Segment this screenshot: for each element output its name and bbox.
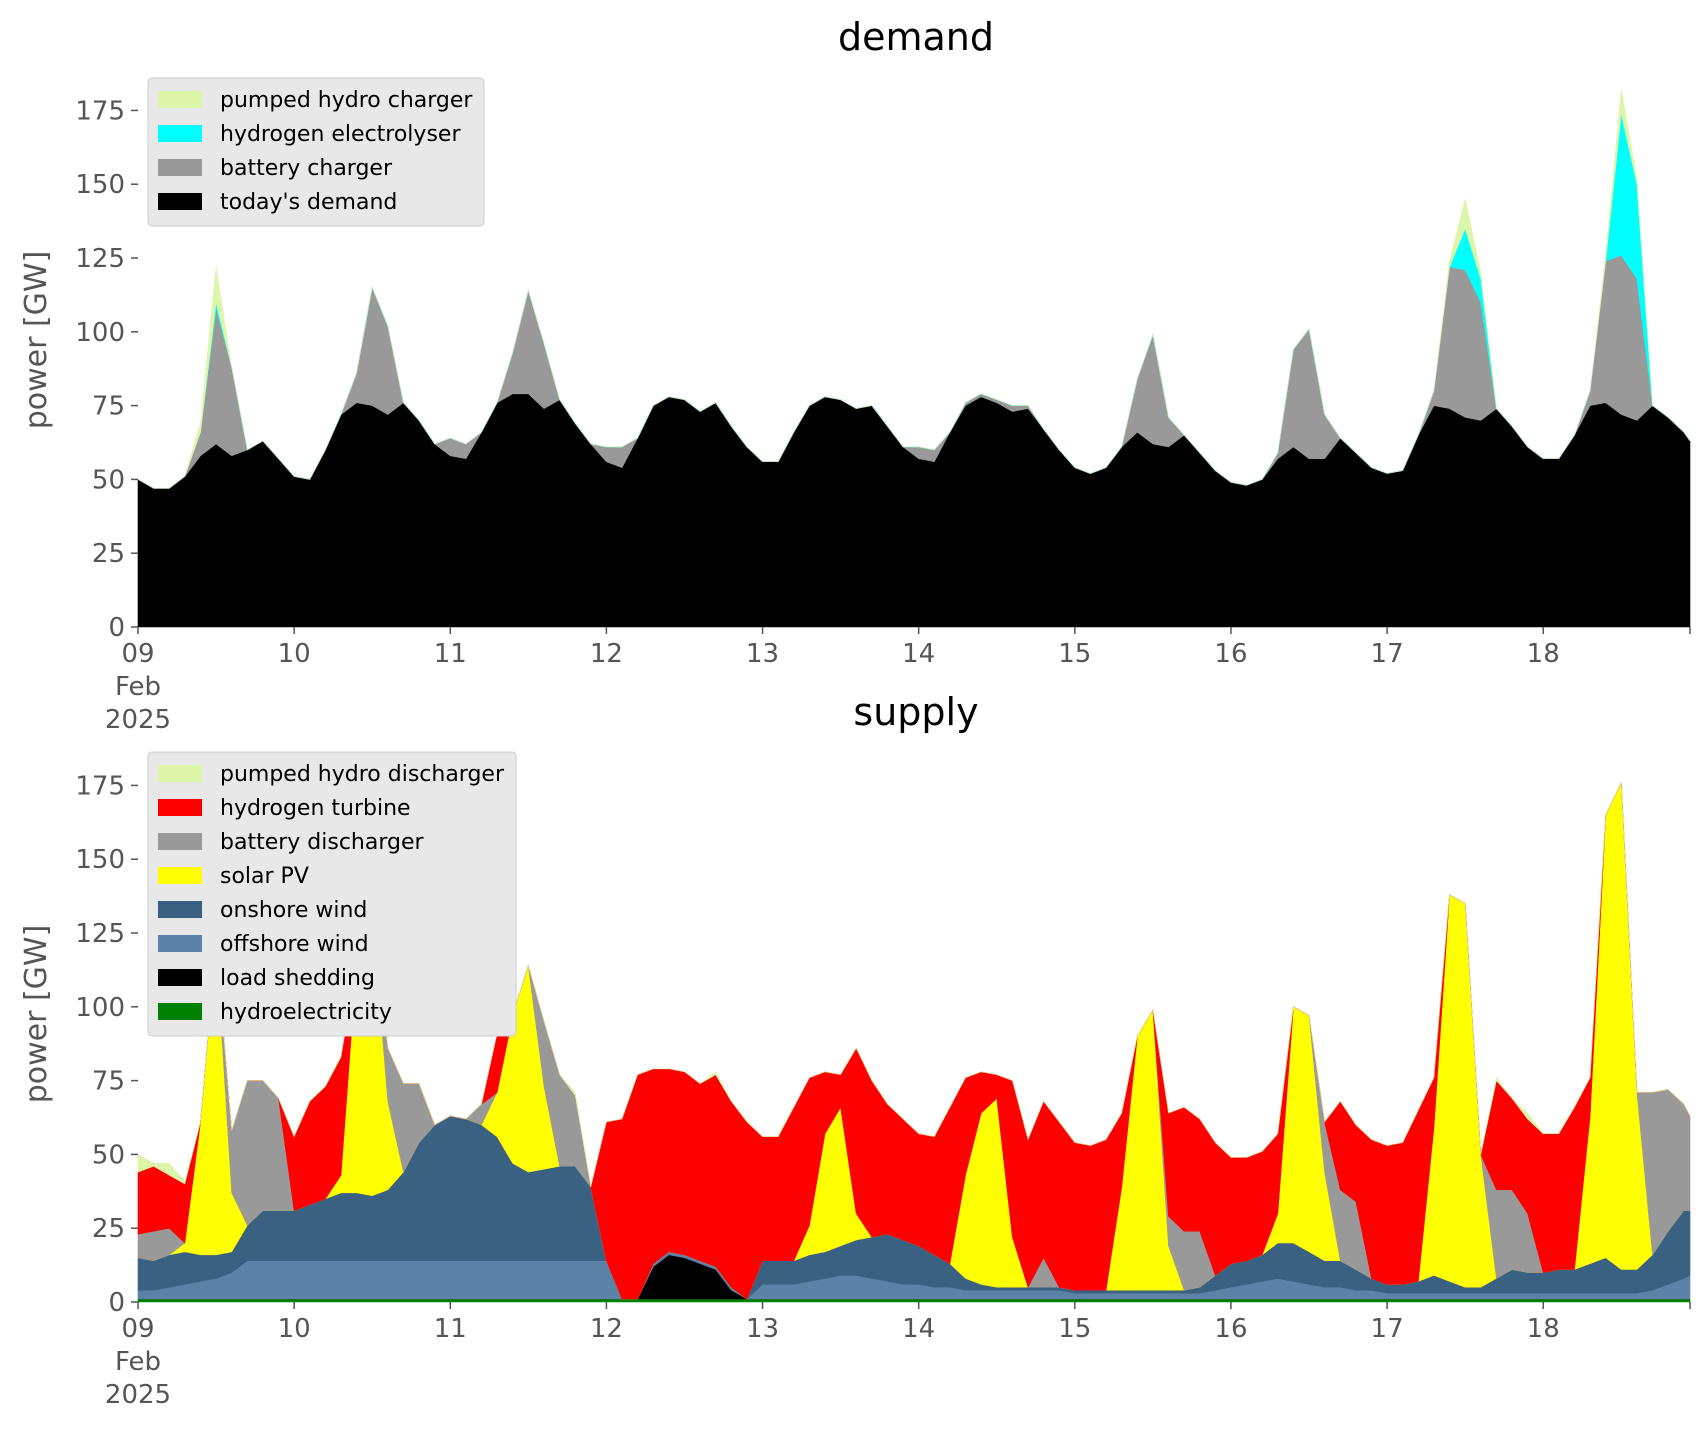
legend-swatch-today-s-demand [158,193,202,210]
x-tick-label: 09 [121,639,154,669]
x-tick-label: 2025 [105,705,171,735]
area-pumped-hydro-discharger [137,782,1691,1187]
x-tick-label: 14 [902,639,935,669]
legend-swatch-onshore-wind [158,901,202,918]
x-tick-label: Feb [115,672,161,702]
x-tick-label: 16 [1214,1314,1247,1344]
legend-swatch-battery-charger [158,159,202,176]
x-tick-label: 13 [746,1314,779,1344]
y-tick-label: 100 [75,318,125,348]
y-tick-label: 50 [92,465,125,495]
area-hydroelectricity [137,1298,1691,1303]
legend-frame [147,751,517,1037]
x-tick-label: Feb [115,1347,161,1377]
legend-swatch-solar-pv [158,867,202,884]
supply-y-axis-label: power [GW] [19,925,54,1104]
demand-panel: demand power [GW] 0 25 50 75 100 125 150 175 09F… [19,15,1691,735]
y-tick-label: 0 [108,613,125,643]
x-tick-label: 12 [590,1314,623,1344]
supply-panel: supply power [GW] 0 25 50 75 100 125 150 175 09F… [19,690,1691,1410]
x-tick-label: 16 [1214,639,1247,669]
legend-frame [147,77,485,227]
y-tick-label: 25 [92,1214,125,1244]
y-tick-label: 150 [75,845,125,875]
y-tick-label: 125 [75,244,125,274]
legend-label-load-shedding: load shedding [220,966,375,991]
legend-swatch-hydroelectricity [158,1003,202,1020]
legend-label-onshore-wind: onshore wind [220,898,367,923]
supply-chart-title: supply [853,690,978,734]
y-tick-label: 175 [75,96,125,126]
demand-chart-title: demand [838,15,994,59]
legend-label-battery-charger: battery charger [220,156,393,181]
y-tick-label: 50 [92,1140,125,1170]
supply-legend: pumped hydro discharger hydrogen turbine b… [147,751,517,1037]
x-tick-label: 18 [1527,1314,1560,1344]
x-tick-label: 10 [278,639,311,669]
x-tick-label: 12 [590,639,623,669]
legend-swatch-hydrogen-electrolyser [158,125,202,142]
legend-label-solar-pv: solar PV [220,864,309,889]
legend-label-pumped-hydro-charger: pumped hydro charger [220,88,473,113]
x-tick-label: 13 [746,639,779,669]
supply-area-series [137,782,1691,1303]
x-tick-label: 18 [1527,639,1560,669]
demand-legend: pumped hydro charger hydrogen electrolyse… [147,77,485,227]
y-tick-label: 75 [92,1067,125,1097]
y-tick-label: 75 [92,392,125,422]
legend-swatch-pumped-hydro-discharger [158,765,202,782]
legend-swatch-offshore-wind [158,935,202,952]
y-tick-label: 125 [75,919,125,949]
x-tick-label: 10 [278,1314,311,1344]
y-tick-label: 175 [75,771,125,801]
y-tick-label: 100 [75,993,125,1023]
x-tick-label: 15 [1058,639,1091,669]
x-tick-label: 11 [434,1314,467,1344]
legend-label-pumped-hydro-discharger: pumped hydro discharger [220,762,505,787]
x-tick-label: 09 [121,1314,154,1344]
area-today-s-demand [137,393,1691,628]
x-tick-label: 17 [1371,639,1404,669]
legend-label-hydroelectricity: hydroelectricity [220,1000,392,1025]
legend-label-battery-discharger: battery discharger [220,830,425,855]
legend-swatch-hydrogen-turbine [158,799,202,816]
demand-area-series [137,89,1691,628]
x-tick-label: 11 [434,639,467,669]
legend-label-today-s-demand: today's demand [220,190,397,215]
y-tick-label: 25 [92,539,125,569]
legend-swatch-battery-discharger [158,833,202,850]
x-tick-label: 14 [902,1314,935,1344]
legend-label-hydrogen-turbine: hydrogen turbine [220,796,411,821]
area-pumped-hydro-charger [137,89,1691,489]
x-tick-label: 15 [1058,1314,1091,1344]
legend-label-hydrogen-electrolyser: hydrogen electrolyser [220,122,461,147]
y-tick-label: 150 [75,170,125,200]
x-tick-label: 2025 [105,1380,171,1410]
y-tick-label: 0 [108,1288,125,1318]
demand-y-axis-label: power [GW] [19,251,54,430]
legend-swatch-pumped-hydro-charger [158,91,202,108]
legend-swatch-load-shedding [158,969,202,986]
x-tick-label: 17 [1371,1314,1404,1344]
legend-label-offshore-wind: offshore wind [220,932,369,957]
